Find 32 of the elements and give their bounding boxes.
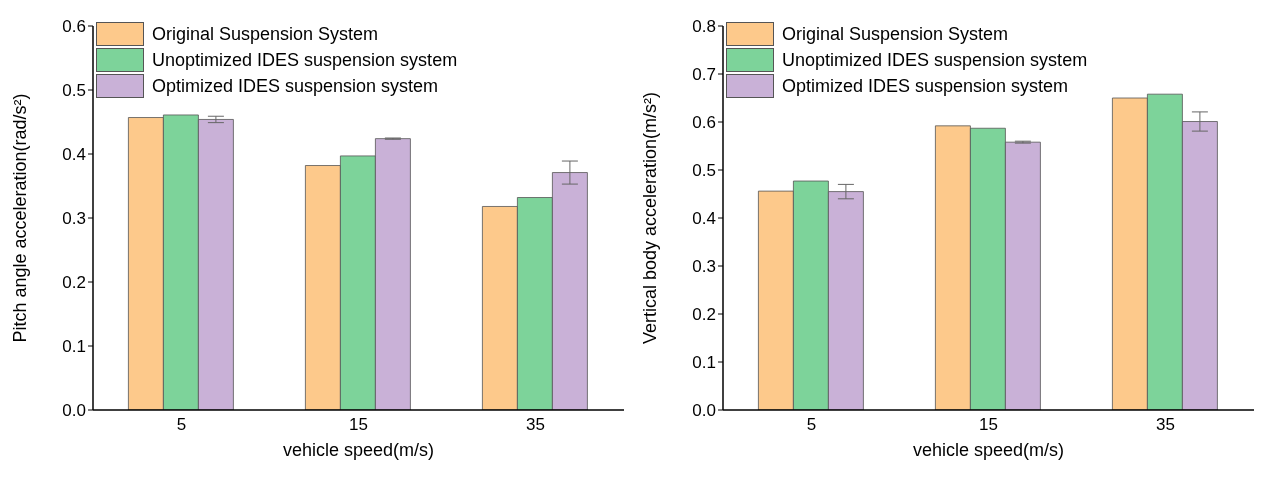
y-tick-label: 0.2 — [692, 305, 716, 325]
y-tick-label: 0.7 — [692, 65, 716, 85]
y-tick-label: 0.3 — [62, 209, 86, 229]
x-tick-label: 15 — [349, 415, 368, 435]
y-tick-label: 0.1 — [62, 337, 86, 357]
y-axis-title: Vertical body acceleration(m/s²) — [640, 91, 661, 345]
legend-label: Unoptimized IDES suspension system — [152, 49, 458, 71]
y-tick-label: 0.1 — [692, 353, 716, 373]
y-tick-label: 0.5 — [692, 161, 716, 181]
y-axis-title: Pitch angle acceleration(rad/s²) — [10, 93, 31, 343]
x-axis-title: vehicle speed(m/s) — [912, 440, 1065, 460]
y-tick-label: 0.0 — [62, 401, 86, 421]
legend-label: Optimized IDES suspension system — [782, 75, 1069, 97]
x-axis-title: vehicle speed(m/s) — [282, 440, 435, 460]
legend-label: Optimized IDES suspension system — [152, 75, 439, 97]
x-tick-label: 5 — [806, 415, 817, 435]
y-tick-label: 0.2 — [62, 273, 86, 293]
y-tick-label: 0.8 — [692, 17, 716, 37]
y-tick-label: 0.3 — [692, 257, 716, 277]
legend-label: Original Suspension System — [152, 23, 379, 45]
x-tick-label: 35 — [1156, 415, 1175, 435]
x-tick-label: 15 — [979, 415, 998, 435]
y-tick-label: 0.6 — [62, 17, 86, 37]
x-tick-label: 5 — [176, 415, 187, 435]
y-tick-label: 0.4 — [692, 209, 716, 229]
y-tick-label: 0.6 — [692, 113, 716, 133]
legend-label: Original Suspension System — [782, 23, 1009, 45]
y-tick-label: 0.4 — [62, 145, 86, 165]
y-tick-label: 0.0 — [692, 401, 716, 421]
legend-label: Unoptimized IDES suspension system — [782, 49, 1088, 71]
x-tick-label: 35 — [526, 415, 545, 435]
y-tick-label: 0.5 — [62, 81, 86, 101]
